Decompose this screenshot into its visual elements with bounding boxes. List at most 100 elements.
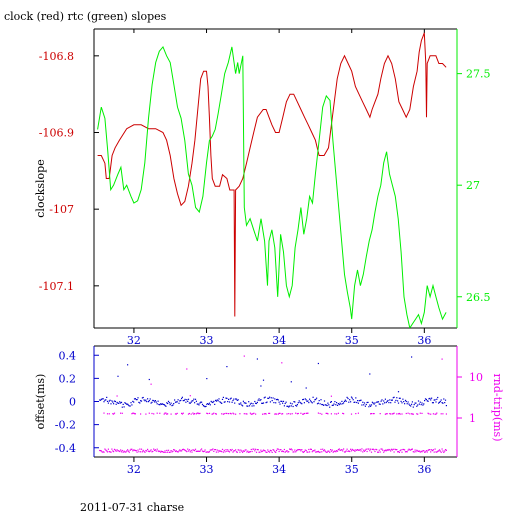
offset-point [438, 402, 440, 404]
offset-point [213, 400, 215, 402]
roundtrip-point [389, 449, 391, 451]
offset-point [373, 403, 375, 405]
roundtrip-point [167, 451, 169, 453]
offset-point [269, 396, 271, 398]
offset-point [201, 401, 203, 403]
roundtrip-point [428, 413, 430, 415]
offset-point [193, 398, 195, 400]
offset-point [140, 400, 143, 402]
roundtrip-point [216, 449, 218, 451]
roundtrip-point [364, 449, 366, 451]
roundtrip-point [149, 450, 151, 452]
offset-point [325, 404, 327, 406]
offset-point [377, 401, 380, 403]
offset-point [301, 403, 303, 405]
offset-point [248, 405, 251, 407]
offset-point [387, 399, 389, 402]
roundtrip-point [330, 449, 332, 451]
offset-point [292, 405, 294, 408]
roundtrip-point [266, 451, 268, 453]
top-slopes-chart: 32 33 34 35 36 -106.8 -106.9 -107 -107.1 27.5 27 26… [34, 28, 491, 347]
offset-point [226, 397, 228, 399]
roundtrip-point [221, 451, 223, 453]
offset-point [273, 402, 275, 404]
bottom-offset-chart: 32 33 34 35 36 0.4 0.2 0 -0.2 -0.4 10 1 offset(ms) rn… [34, 345, 504, 476]
offset-point [316, 403, 319, 405]
roundtrip-point [131, 448, 133, 450]
offset-point [102, 398, 104, 400]
offset-point [145, 399, 147, 401]
offset-point [259, 399, 261, 402]
roundtrip-point [320, 448, 322, 450]
roundtrip-point [268, 450, 270, 453]
offset-point [354, 401, 356, 403]
roundtrip-point [383, 451, 385, 453]
roundtrip-point [132, 450, 134, 452]
roundtrip-point [417, 450, 420, 452]
offset-point [397, 402, 400, 404]
offset-point [156, 403, 158, 405]
offset-point [385, 401, 387, 404]
roundtrip-point [156, 448, 158, 450]
offset-point [229, 398, 231, 400]
roundtrip-point [330, 450, 332, 452]
roundtrip-point [311, 451, 313, 453]
roundtrip-point [187, 450, 190, 452]
offset-point [140, 400, 142, 402]
roundtrip-point [370, 413, 373, 415]
outlier-point [117, 375, 119, 377]
offset-point [426, 400, 428, 402]
roundtrip-point [140, 451, 142, 453]
roundtrip-point [144, 451, 146, 453]
offset-point [221, 402, 223, 404]
roundtrip-point [231, 448, 233, 451]
roundtrip-point [369, 450, 371, 452]
roundtrip-point [405, 451, 407, 453]
outlier-point [290, 381, 292, 383]
offset-point [398, 397, 400, 399]
offset-point [154, 400, 156, 402]
offset-point [265, 402, 267, 404]
roundtrip-point [325, 451, 327, 453]
offset-point [282, 402, 284, 404]
top-y-axis-label: clockslope [34, 159, 47, 217]
roundtrip-point [397, 451, 400, 453]
offset-point [352, 399, 354, 401]
outlier-point [262, 379, 265, 381]
roundtrip-point [145, 413, 147, 415]
roundtrip-point [431, 450, 434, 452]
roundtrip-point [411, 448, 413, 450]
roundtrip-point [330, 413, 332, 415]
roundtrip-point [164, 450, 166, 452]
roundtrip-point [403, 448, 405, 451]
roundtrip-point [152, 450, 154, 452]
roundtrip-point [327, 450, 329, 452]
offset-point [260, 399, 262, 401]
roundtrip-point [205, 451, 207, 453]
roundtrip-point [181, 450, 183, 452]
roundtrip-point [285, 450, 287, 452]
roundtrip-point [307, 412, 309, 414]
roundtrip-point [262, 449, 265, 451]
roundtrip-point [393, 451, 395, 453]
roundtrip-point [282, 451, 285, 453]
offset-point [223, 401, 225, 403]
offset-point [368, 406, 370, 408]
outlier-point [330, 395, 332, 397]
roundtrip-point [138, 451, 140, 453]
offset-point [100, 398, 102, 400]
roundtrip-point [177, 451, 179, 453]
roundtrip-point [278, 412, 280, 414]
roundtrip-point [212, 448, 214, 450]
roundtrip-point [415, 451, 417, 453]
offset-point [358, 400, 360, 402]
roundtrip-point [155, 450, 157, 452]
offset-point [439, 400, 441, 403]
offset-point [190, 401, 192, 403]
offset-point [173, 403, 175, 405]
offset-point [250, 402, 252, 404]
roundtrip-point [345, 450, 347, 452]
roundtrip-point [295, 451, 297, 453]
offset-point [274, 398, 276, 400]
bottom-y-tick-label-left: -0.2 [55, 419, 76, 432]
